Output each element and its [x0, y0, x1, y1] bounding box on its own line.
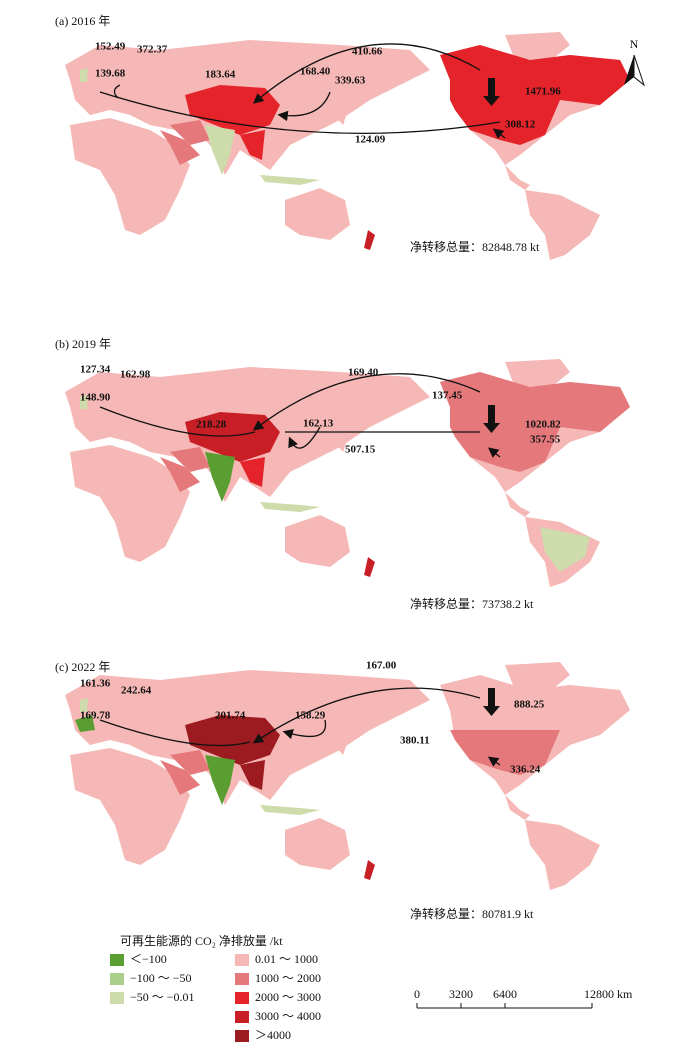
flow-label: 169.78	[80, 710, 111, 722]
legend-label: −50 ～ −0.01	[130, 990, 195, 1004]
flow-label: 218.28	[196, 419, 227, 431]
flow-label: 339.63	[335, 75, 366, 87]
total-transfer: 净转移总量：73738.2 kt	[410, 596, 534, 611]
scale-label: 3200	[449, 987, 473, 1001]
legend-swatch	[235, 1030, 249, 1042]
legend-label: 2000 ～ 3000	[255, 990, 321, 1004]
north-arrow	[633, 54, 646, 87]
legend-swatch	[235, 973, 249, 985]
panel-label: (c) 2022 年	[55, 660, 110, 674]
north-arrow	[624, 55, 634, 85]
flow-label: 152.49	[95, 41, 126, 53]
map-panel	[65, 662, 630, 890]
legend-swatch	[110, 954, 124, 966]
flow-label: 336.24	[510, 764, 541, 776]
legend-label: 3000 ～ 4000	[255, 1009, 321, 1023]
flow-label: 357.55	[530, 434, 561, 446]
flow-label: 148.90	[80, 392, 111, 404]
flow-label: 507.15	[345, 444, 376, 456]
scale-label: 6400	[493, 987, 517, 1001]
legend-label: 0.01 ～ 1000	[255, 952, 318, 966]
flow-label: 888.25	[514, 699, 545, 711]
legend-swatch	[235, 992, 249, 1004]
map-panel	[65, 32, 630, 260]
flow-label: 372.37	[137, 44, 168, 56]
flow-label: 167.00	[366, 660, 397, 672]
panel-label: (b) 2019 年	[55, 337, 111, 351]
flow-label: 1020.82	[525, 419, 561, 431]
flow-label: 410.66	[352, 46, 383, 58]
flow-label: 127.34	[80, 364, 111, 376]
legend-swatch	[235, 954, 249, 966]
legend-swatch	[110, 992, 124, 1004]
legend-label: −100 ～ −50	[130, 971, 192, 985]
scale-label: 12800 km	[584, 987, 633, 1001]
flow-label: 242.64	[121, 685, 152, 697]
legend-label: ＞4000	[255, 1028, 291, 1042]
legend-label: ＜−100	[130, 952, 167, 966]
flow-label: 162.98	[120, 369, 151, 381]
legend-swatch	[235, 1011, 249, 1023]
flow-label: 124.09	[355, 134, 386, 146]
flow-label: 161.36	[80, 678, 111, 690]
scale-bar	[416, 1003, 593, 1009]
flow-label: 139.68	[95, 68, 126, 80]
flow-label: 183.64	[205, 69, 236, 81]
scale-label: 0	[414, 987, 420, 1001]
legend-title: 可再生能源的 CO₂ 净排放量 /kt	[120, 933, 283, 948]
flow-label: 168.40	[300, 66, 331, 78]
total-transfer: 净转移总量：82848.78 kt	[410, 239, 540, 254]
flow-label: 158.29	[295, 710, 326, 722]
legend-swatch	[110, 973, 124, 985]
flow-label: 162.13	[303, 418, 334, 430]
flow-label: 137.45	[432, 390, 463, 402]
panel-label: (a) 2016 年	[55, 14, 110, 28]
flow-label: 169.40	[348, 367, 379, 379]
flow-label: 201.74	[215, 710, 246, 722]
flow-label: 1471.96	[525, 86, 561, 98]
map-panel	[65, 359, 630, 587]
flow-label: 380.11	[400, 735, 430, 747]
total-transfer: 净转移总量：80781.9 kt	[410, 906, 534, 921]
flow-label: 308.12	[505, 119, 536, 131]
legend-label: 1000 ～ 2000	[255, 971, 321, 985]
north-label: N	[630, 37, 639, 51]
